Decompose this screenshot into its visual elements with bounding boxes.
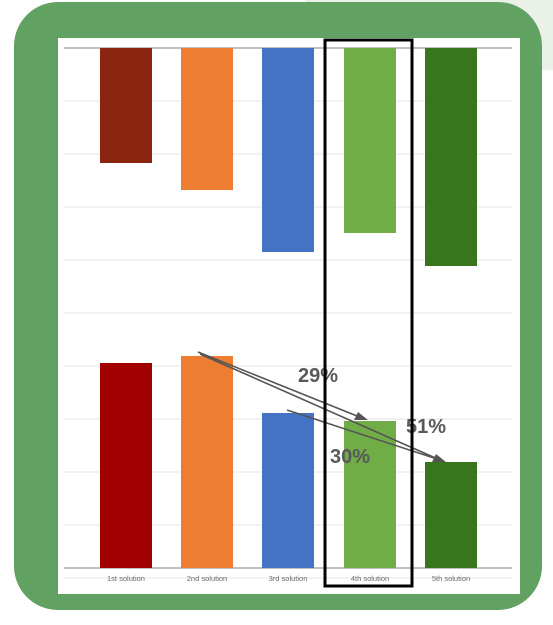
tick-labels: 1st solution 2nd solution 3rd solution 4th … (107, 574, 470, 583)
bar-bottom-2 (181, 356, 233, 568)
bar-bottom-1 (100, 363, 152, 568)
bar-top-2 (181, 48, 233, 190)
tick-label: 3rd solution (269, 574, 308, 583)
bars (100, 48, 477, 568)
highlight-box (323, 38, 414, 588)
arrows (197, 351, 446, 462)
tick-label: 1st solution (107, 574, 145, 583)
arrow-3rd-to-5th (286, 409, 441, 461)
bar-bottom-3 (262, 413, 314, 568)
tick-label: 5th solution (432, 574, 470, 583)
arrow-head (432, 454, 446, 462)
bar-top-1 (100, 48, 152, 163)
bar-top-3 (262, 48, 314, 252)
bar-top-5 (425, 48, 477, 266)
annotation-label: 30% (330, 446, 370, 468)
tick-label: 2nd solution (187, 574, 227, 583)
bar-bottom-5 (425, 462, 477, 568)
annotations: 29% 30% 51% (298, 365, 446, 468)
arrow-2nd-to-4th (197, 351, 363, 419)
bar-bottom-4 (344, 421, 396, 568)
arrow-head (354, 412, 368, 420)
tick-label: 4th solution (351, 574, 389, 583)
annotation-label: 51% (406, 416, 446, 438)
annotation-label: 29% (298, 365, 338, 387)
arrow-2nd-to-5th (199, 353, 441, 461)
bar-top-4 (344, 48, 396, 233)
